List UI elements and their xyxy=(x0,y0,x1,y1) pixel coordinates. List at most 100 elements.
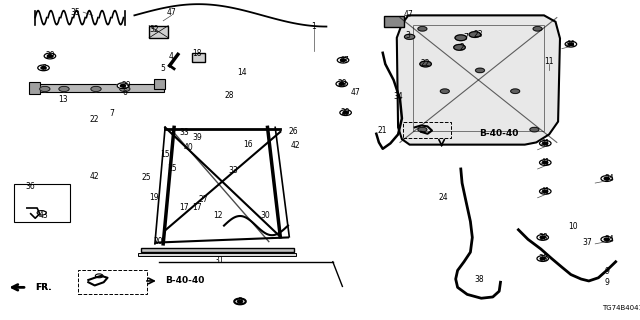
Circle shape xyxy=(117,83,129,89)
Text: 34: 34 xyxy=(604,235,614,244)
Text: 31: 31 xyxy=(214,256,224,265)
Text: 18: 18 xyxy=(193,49,202,58)
Circle shape xyxy=(533,27,542,31)
Text: 47: 47 xyxy=(166,8,177,17)
Text: B-40-40: B-40-40 xyxy=(479,129,518,138)
Text: 8: 8 xyxy=(237,297,243,306)
Text: 26: 26 xyxy=(288,127,298,136)
Text: 39: 39 xyxy=(192,133,202,142)
Circle shape xyxy=(543,161,548,164)
Circle shape xyxy=(537,235,548,240)
Circle shape xyxy=(540,140,551,146)
Text: 14: 14 xyxy=(237,68,247,77)
Circle shape xyxy=(469,32,481,37)
Text: 47: 47 xyxy=(339,56,349,65)
Text: 9: 9 xyxy=(604,267,609,276)
Circle shape xyxy=(340,110,351,116)
Text: 37: 37 xyxy=(582,238,593,247)
Circle shape xyxy=(418,127,427,132)
Circle shape xyxy=(343,111,348,114)
Text: 29: 29 xyxy=(337,79,348,88)
Text: 22: 22 xyxy=(421,59,430,68)
Polygon shape xyxy=(397,15,560,145)
Text: 33: 33 xyxy=(228,166,239,175)
Circle shape xyxy=(336,81,348,87)
Circle shape xyxy=(543,190,548,193)
Circle shape xyxy=(601,236,612,242)
Text: 41: 41 xyxy=(540,187,550,196)
Circle shape xyxy=(530,127,539,132)
Circle shape xyxy=(537,256,548,261)
Bar xyxy=(384,16,404,27)
Bar xyxy=(154,79,165,89)
Text: 38: 38 xyxy=(474,275,484,284)
Text: 19: 19 xyxy=(148,193,159,202)
Circle shape xyxy=(120,84,125,87)
Circle shape xyxy=(339,83,344,85)
Text: 43: 43 xyxy=(38,211,49,220)
Text: 40: 40 xyxy=(184,143,194,152)
Circle shape xyxy=(420,61,431,67)
Circle shape xyxy=(540,236,545,239)
Text: 42: 42 xyxy=(90,172,100,181)
Text: TG74B4041: TG74B4041 xyxy=(602,305,640,311)
Text: 36: 36 xyxy=(26,182,36,191)
Circle shape xyxy=(455,35,467,41)
Circle shape xyxy=(601,176,612,181)
Text: FR.: FR. xyxy=(35,283,52,292)
Text: 34: 34 xyxy=(393,92,403,101)
Circle shape xyxy=(41,67,46,69)
Circle shape xyxy=(418,27,427,31)
Text: 27: 27 xyxy=(198,195,209,204)
Text: 17: 17 xyxy=(179,204,189,212)
Bar xyxy=(413,25,544,131)
Text: B-40-40: B-40-40 xyxy=(165,276,205,285)
Text: 42: 42 xyxy=(291,141,301,150)
Circle shape xyxy=(540,188,551,194)
Text: 23: 23 xyxy=(474,30,484,39)
Circle shape xyxy=(604,177,609,180)
Text: 15: 15 xyxy=(160,150,170,159)
Text: 25: 25 xyxy=(141,173,151,182)
Text: 1: 1 xyxy=(311,22,316,31)
Bar xyxy=(138,253,296,256)
Text: 33: 33 xyxy=(179,128,189,137)
Text: 29: 29 xyxy=(45,52,55,60)
Text: 13: 13 xyxy=(58,95,68,104)
Text: 29: 29 xyxy=(122,81,132,90)
Bar xyxy=(192,53,205,62)
Text: 47: 47 xyxy=(350,88,360,97)
Circle shape xyxy=(565,41,577,47)
Text: FR.: FR. xyxy=(35,283,52,292)
Circle shape xyxy=(44,53,56,59)
Text: 15: 15 xyxy=(166,164,177,173)
Text: 29: 29 xyxy=(340,108,351,117)
Circle shape xyxy=(237,300,243,303)
Text: 21: 21 xyxy=(378,126,387,135)
Text: 32: 32 xyxy=(149,25,159,34)
Circle shape xyxy=(404,34,415,39)
Bar xyxy=(141,248,294,252)
Bar xyxy=(29,82,40,94)
Text: 16: 16 xyxy=(243,140,253,149)
Circle shape xyxy=(440,89,449,93)
Text: 5: 5 xyxy=(161,64,166,73)
Text: 9: 9 xyxy=(604,278,609,287)
Circle shape xyxy=(340,59,346,61)
Bar xyxy=(33,84,164,92)
Circle shape xyxy=(604,238,609,241)
Circle shape xyxy=(540,257,545,260)
Circle shape xyxy=(543,142,548,145)
Text: 20: 20 xyxy=(154,237,164,246)
Circle shape xyxy=(91,86,101,92)
Text: 44: 44 xyxy=(566,40,576,49)
Circle shape xyxy=(47,55,52,57)
Text: 22: 22 xyxy=(90,116,99,124)
Text: 2: 2 xyxy=(460,43,465,52)
Text: 30: 30 xyxy=(260,211,271,220)
Text: 11: 11 xyxy=(545,57,554,66)
Bar xyxy=(149,26,168,38)
Circle shape xyxy=(59,86,69,92)
Text: 38: 38 xyxy=(538,254,548,263)
Text: 12: 12 xyxy=(213,212,222,220)
